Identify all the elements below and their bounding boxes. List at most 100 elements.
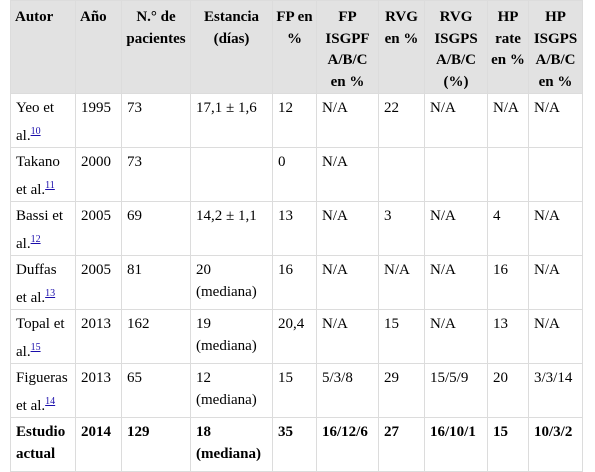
header-rvg-pct: RVG en % <box>378 0 425 94</box>
cell-fp-isgpf: N/A <box>316 309 379 364</box>
cell-line: 20 <box>196 262 211 278</box>
cell-rvg-isgps <box>424 147 488 202</box>
cell-fp-isgpf: 5/3/8 <box>316 363 379 418</box>
cell-rvg-isgps: N/A <box>424 93 488 148</box>
cell-hp-isgps <box>528 147 583 202</box>
cell-line: et al. <box>16 181 46 198</box>
cell-fp: 16 <box>272 255 317 310</box>
cell-hp-rate: 16 <box>487 255 529 310</box>
cell-line: (mediana) <box>196 337 257 354</box>
table-row: Topal et al.15 2013 162 19 (mediana) 20,4 … <box>10 309 583 364</box>
header-line: pacientes <box>126 30 186 47</box>
cell-fp-isgpf: N/A <box>316 255 379 310</box>
table-row: Figueras et al.14 2013 65 12 (mediana) 15 … <box>10 363 583 418</box>
cell-line: al. <box>16 343 31 360</box>
header-line: en % <box>491 52 525 68</box>
reference-link[interactable]: 11 <box>45 179 55 191</box>
header-line: HP <box>545 9 566 25</box>
cell-estancia: 12 (mediana) <box>190 363 273 418</box>
header-hp-isgps: HP ISGPS A/B/C en % <box>528 0 583 94</box>
cell-fp: 13 <box>272 201 317 256</box>
cell-anio: 2014 <box>75 417 122 472</box>
header-row: Autor Año N.° de pacientes Estancia (días)… <box>10 0 583 94</box>
cell-estancia: 17,1 ± 1,6 <box>190 93 273 148</box>
cell-rvg-isgps: N/A <box>424 309 488 364</box>
cell-line: al. <box>16 235 31 252</box>
header-line: (días) <box>213 30 250 47</box>
cell-n: 81 <box>121 255 191 310</box>
cell-line: et al. <box>16 289 46 306</box>
table-row: Bassi et al.12 2005 69 14,2 ± 1,1 13 N/A … <box>10 201 583 256</box>
cell-n: 162 <box>121 309 191 364</box>
reference-link[interactable]: 10 <box>30 125 41 137</box>
cell-n: 73 <box>121 147 191 202</box>
cell-rvg: N/A <box>378 255 425 310</box>
header-hp-rate: HP rate en % <box>487 0 529 94</box>
cell-line: Bassi et <box>16 208 64 224</box>
header-rvg-isgps: RVG ISGPS A/B/C (%) <box>424 0 488 94</box>
cell-line: 17,1 ± 1,6 <box>196 100 257 116</box>
reference-link[interactable]: 15 <box>30 341 41 353</box>
cell-hp-isgps: N/A <box>528 309 583 364</box>
cell-autor: Figueras et al.14 <box>10 363 76 418</box>
cell-hp-rate: 13 <box>487 309 529 364</box>
header-autor: Autor <box>10 0 76 94</box>
cell-n: 129 <box>121 417 191 472</box>
cell-autor: Bassi et al.12 <box>10 201 76 256</box>
cell-fp-isgpf: N/A <box>316 93 379 148</box>
cell-rvg-isgps: 16/10/1 <box>424 417 488 472</box>
cell-line: Takano <box>16 154 60 170</box>
cell-line: (mediana) <box>196 445 261 462</box>
header-line: A/B/C <box>535 52 576 68</box>
cell-line: et al. <box>16 397 46 414</box>
cell-estancia <box>190 147 273 202</box>
header-line: ISGPS <box>434 30 478 47</box>
header-estancia: Estancia (días) <box>190 0 273 94</box>
results-table: Autor Año N.° de pacientes Estancia (días)… <box>10 0 583 472</box>
header-line: ISGPF <box>325 30 370 47</box>
cell-line: 18 <box>196 424 211 440</box>
cell-line: Duffas <box>16 262 57 278</box>
header-line: A/B/C <box>435 52 476 68</box>
cell-anio: 2005 <box>75 201 122 256</box>
cell-rvg: 29 <box>378 363 425 418</box>
cell-line: (mediana) <box>196 391 257 408</box>
header-line: en % <box>384 30 419 47</box>
header-line: RVG <box>439 9 473 25</box>
cell-rvg: 27 <box>378 417 425 472</box>
reference-link[interactable]: 12 <box>30 233 41 245</box>
cell-rvg <box>378 147 425 202</box>
cell-anio: 2013 <box>75 309 122 364</box>
header-line: % <box>287 30 302 47</box>
header-line: rate <box>495 30 521 47</box>
cell-fp: 20,4 <box>272 309 317 364</box>
cell-line: Yeo et <box>16 100 55 116</box>
cell-hp-isgps: N/A <box>528 255 583 310</box>
cell-autor: Estudio actual <box>10 417 76 472</box>
header-line: (%) <box>443 73 469 90</box>
header-line: Estancia <box>203 9 259 25</box>
cell-autor: Takano et al.11 <box>10 147 76 202</box>
header-line: en % <box>330 73 365 90</box>
header-line: FP en <box>276 9 313 25</box>
header-line: RVG <box>385 9 418 25</box>
cell-hp-rate: 15 <box>487 417 529 472</box>
cell-line: 19 <box>196 316 211 332</box>
cell-hp-rate: 20 <box>487 363 529 418</box>
cell-fp: 15 <box>272 363 317 418</box>
cell-line: (mediana) <box>196 283 257 300</box>
cell-fp-isgpf: 16/12/6 <box>316 417 379 472</box>
reference-link[interactable]: 14 <box>45 395 56 407</box>
header-line: HP <box>497 9 519 25</box>
cell-anio: 2013 <box>75 363 122 418</box>
cell-fp-isgpf: N/A <box>316 201 379 256</box>
cell-line: Topal et <box>16 316 65 332</box>
cell-n: 69 <box>121 201 191 256</box>
cell-line: 12 <box>196 370 211 386</box>
cell-autor: Duffas et al.13 <box>10 255 76 310</box>
cell-hp-isgps: 3/3/14 <box>528 363 583 418</box>
table-row: Takano et al.11 2000 73 0 N/A <box>10 147 583 202</box>
header-fp-isgpf: FP ISGPF A/B/C en % <box>316 0 379 94</box>
reference-link[interactable]: 13 <box>45 287 56 299</box>
cell-n: 65 <box>121 363 191 418</box>
